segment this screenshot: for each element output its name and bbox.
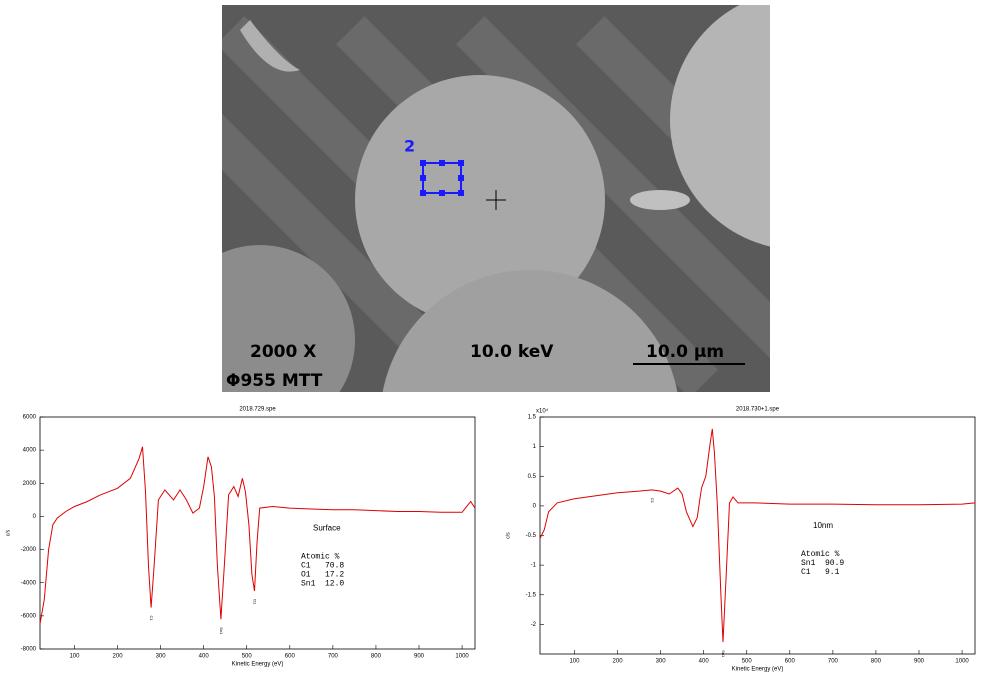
- y-tick-label: 4000: [23, 448, 37, 454]
- x-tick-label: 400: [199, 654, 210, 660]
- x-tick-label: 800: [371, 654, 382, 660]
- y-tick-label: -1.5: [526, 592, 537, 598]
- x-tick-label: 900: [914, 659, 925, 665]
- table-cell: 70.8: [325, 561, 344, 570]
- x-tick-label: 100: [569, 659, 580, 665]
- spectrum-line: [539, 428, 976, 643]
- x-tick-label: 200: [613, 659, 624, 665]
- y-tick-label: 0: [533, 503, 537, 509]
- sem-particle: [355, 75, 605, 325]
- y-tick-label: -0.5: [526, 533, 537, 539]
- x-tick-label: 500: [742, 659, 753, 665]
- x-tick-label: 1000: [455, 654, 469, 660]
- y-tick-label: -6000: [21, 613, 37, 619]
- x-tick-label: 200: [113, 654, 124, 660]
- y-tick-label: -8000: [21, 647, 37, 653]
- peak-label: Sn1: [219, 627, 224, 635]
- table-header: Atomic %: [301, 552, 340, 561]
- sem-particle: [670, 5, 770, 247]
- y-axis-label: c/s: [5, 529, 11, 536]
- x-tick-label: 700: [828, 659, 839, 665]
- sample-label: Surface: [313, 523, 341, 532]
- table-cell: C1: [801, 568, 811, 577]
- table-header: Atomic %: [801, 550, 840, 559]
- x-tick-label: 100: [69, 654, 80, 660]
- x-tick-label: 700: [328, 654, 339, 660]
- peak-label: C1: [149, 616, 154, 622]
- y-tick-label: 2000: [23, 481, 37, 487]
- y-tick-label: -4000: [21, 580, 37, 586]
- voltage: 10.0 keV: [470, 342, 554, 362]
- sem-particle: [630, 190, 690, 210]
- y-tick-label: -2: [531, 622, 537, 628]
- x-tick-label: 300: [656, 659, 667, 665]
- region-label: 2: [404, 137, 415, 156]
- y-axis-label: c/s: [505, 532, 511, 539]
- x-tick-label: 1000: [955, 659, 969, 665]
- table-cell: 9.1: [825, 568, 840, 577]
- sem-image: 2 2000 X 10.0 keV 10.0 µm Φ955 MTT: [222, 5, 770, 392]
- peak-label: C1: [650, 498, 655, 504]
- scale-bar-label: 10.0 µm: [646, 342, 724, 362]
- spectrum-line: [39, 446, 476, 625]
- peak-label: Sn1: [721, 650, 726, 658]
- magnification: 2000 X: [250, 342, 316, 362]
- y-tick-label: 0: [33, 514, 37, 520]
- y-tick-label: 6000: [23, 415, 37, 421]
- x-tick-label: 800: [871, 659, 882, 665]
- table-cell: 17.2: [325, 570, 344, 579]
- sem-particle: [222, 245, 355, 392]
- y-tick-label: -2000: [21, 547, 37, 553]
- plot-frame: [39, 416, 476, 650]
- x-tick-label: 500: [242, 654, 253, 660]
- x-axis-label: Kinetic Energy (eV): [232, 662, 284, 668]
- table-cell: 90.9: [825, 559, 844, 568]
- chart-title: 2018.730+1.spe: [736, 407, 780, 413]
- instrument: Φ955 MTT: [226, 371, 323, 391]
- y-tick-label: 0.5: [528, 474, 537, 480]
- table-cell: C1: [301, 561, 311, 570]
- sem-particle: [382, 270, 678, 392]
- chart-title: 2018.729.spe: [239, 407, 276, 413]
- region-handles: [420, 160, 464, 196]
- table-cell: Sn1: [801, 559, 816, 568]
- x-tick-label: 300: [156, 654, 167, 660]
- crosshair: [486, 190, 506, 210]
- y-tick-label: -1: [531, 563, 537, 569]
- x-tick-label: 600: [785, 659, 796, 665]
- x-tick-label: 600: [285, 654, 296, 660]
- table-cell: 12.0: [325, 579, 344, 588]
- table-cell: O1: [301, 570, 311, 579]
- table-cell: Sn1: [301, 579, 316, 588]
- x-axis-label: Kinetic Energy (eV): [732, 667, 784, 673]
- peak-label: O1: [252, 599, 257, 605]
- plot-frame: [539, 416, 976, 655]
- x-tick-label: 900: [414, 654, 425, 660]
- sample-label: 10nm: [813, 521, 833, 530]
- x-tick-label: 400: [699, 659, 710, 665]
- y-tick-label: 1.5: [528, 415, 537, 421]
- sem-particle: [240, 20, 300, 72]
- y-multiplier: x10⁴: [536, 408, 549, 415]
- y-tick-label: 1: [533, 444, 537, 450]
